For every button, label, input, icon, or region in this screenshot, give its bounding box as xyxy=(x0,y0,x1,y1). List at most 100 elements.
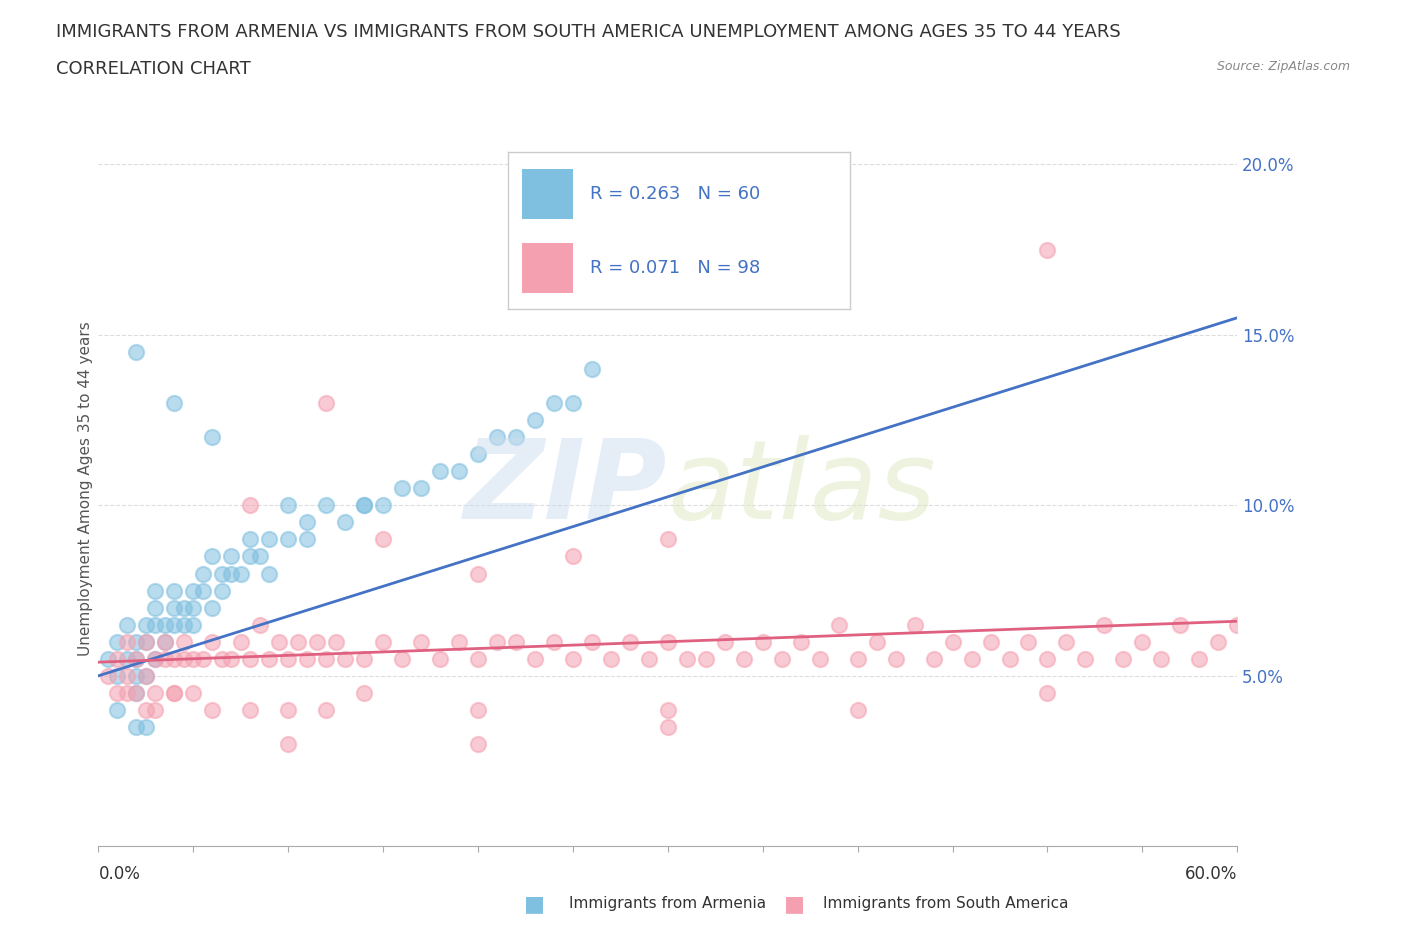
Text: Source: ZipAtlas.com: Source: ZipAtlas.com xyxy=(1216,60,1350,73)
Text: Immigrants from Armenia: Immigrants from Armenia xyxy=(569,897,766,911)
Point xyxy=(371,532,394,547)
Point xyxy=(1208,634,1230,649)
Text: 60.0%: 60.0% xyxy=(1185,865,1237,883)
Point xyxy=(97,669,120,684)
Point xyxy=(115,618,138,632)
Point xyxy=(846,702,869,717)
Point xyxy=(297,532,319,547)
Text: Immigrants from South America: Immigrants from South America xyxy=(823,897,1069,911)
Point xyxy=(173,651,195,666)
Point xyxy=(135,720,157,735)
Point xyxy=(524,413,547,428)
Point xyxy=(297,651,319,666)
Point xyxy=(173,600,195,615)
Point xyxy=(581,362,603,377)
Point xyxy=(922,651,945,666)
Point xyxy=(201,600,224,615)
Point xyxy=(221,651,243,666)
Point xyxy=(211,566,233,581)
Point xyxy=(97,651,120,666)
Point xyxy=(173,634,195,649)
Point xyxy=(391,651,413,666)
Point xyxy=(115,669,138,684)
Point xyxy=(305,634,328,649)
Point xyxy=(115,634,138,649)
Point xyxy=(239,532,262,547)
Point xyxy=(429,651,451,666)
Point xyxy=(353,651,375,666)
Point xyxy=(429,464,451,479)
Point xyxy=(600,651,623,666)
Point xyxy=(1056,634,1078,649)
Point xyxy=(153,651,176,666)
Point xyxy=(391,481,413,496)
Point xyxy=(353,498,375,512)
Point xyxy=(277,737,299,751)
Point xyxy=(239,498,262,512)
Point xyxy=(173,618,195,632)
Point xyxy=(335,651,357,666)
Point xyxy=(163,685,186,700)
Point xyxy=(183,618,205,632)
Point xyxy=(191,566,214,581)
Point xyxy=(467,651,489,666)
Point xyxy=(183,685,205,700)
Point xyxy=(467,702,489,717)
Point xyxy=(259,566,281,581)
Point xyxy=(1112,651,1135,666)
Point xyxy=(115,651,138,666)
Point xyxy=(239,549,262,564)
Point xyxy=(145,685,167,700)
Point xyxy=(239,702,262,717)
Point xyxy=(125,651,148,666)
Point xyxy=(135,669,157,684)
Point xyxy=(153,618,176,632)
Point xyxy=(770,651,793,666)
Point xyxy=(135,702,157,717)
Point xyxy=(125,685,148,700)
Point xyxy=(467,737,489,751)
Point xyxy=(1226,618,1249,632)
Point xyxy=(125,720,148,735)
Point xyxy=(325,634,347,649)
Point xyxy=(277,702,299,717)
Point xyxy=(249,618,271,632)
Point xyxy=(145,702,167,717)
Point xyxy=(846,651,869,666)
Point xyxy=(145,618,167,632)
Text: ■: ■ xyxy=(524,894,544,914)
Point xyxy=(163,395,186,410)
Point xyxy=(297,515,319,530)
Point xyxy=(249,549,271,564)
Point xyxy=(107,669,129,684)
Point xyxy=(315,702,337,717)
Point xyxy=(153,634,176,649)
Point xyxy=(201,430,224,445)
Point xyxy=(353,685,375,700)
Point xyxy=(163,618,186,632)
Point xyxy=(1018,634,1040,649)
Point xyxy=(145,651,167,666)
Point xyxy=(107,634,129,649)
Text: IMMIGRANTS FROM ARMENIA VS IMMIGRANTS FROM SOUTH AMERICA UNEMPLOYMENT AMONG AGES: IMMIGRANTS FROM ARMENIA VS IMMIGRANTS FR… xyxy=(56,23,1121,41)
Point xyxy=(486,634,509,649)
Point xyxy=(733,651,755,666)
Point xyxy=(505,430,527,445)
Point xyxy=(657,720,679,735)
Point xyxy=(229,634,252,649)
Point xyxy=(505,634,527,649)
Point xyxy=(884,651,907,666)
Point xyxy=(1150,651,1173,666)
Point xyxy=(201,549,224,564)
Point xyxy=(145,600,167,615)
Point xyxy=(1094,618,1116,632)
Point xyxy=(259,532,281,547)
Point xyxy=(163,651,186,666)
Point xyxy=(211,583,233,598)
Point xyxy=(1036,242,1059,257)
Point xyxy=(1074,651,1097,666)
Point xyxy=(125,669,148,684)
Point xyxy=(135,634,157,649)
Point xyxy=(562,651,585,666)
Point xyxy=(543,634,565,649)
